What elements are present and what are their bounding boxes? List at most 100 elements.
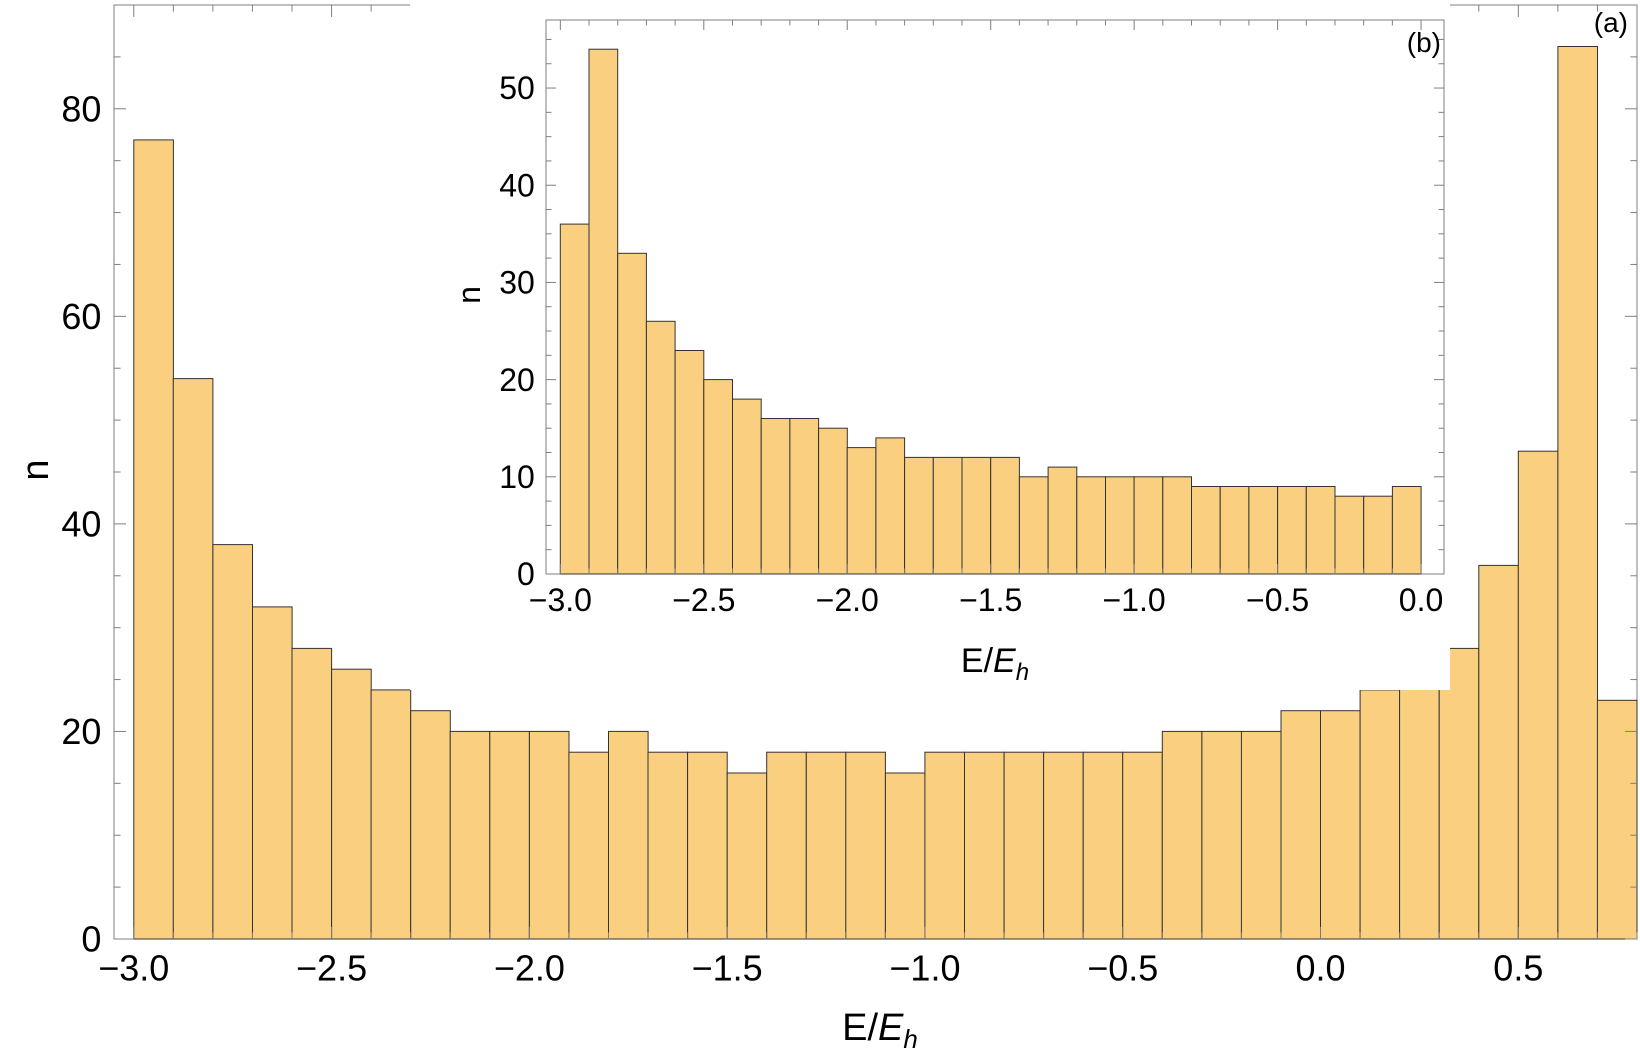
main-bar (489, 730, 530, 940)
inset-x-tick-label: −2.5 (672, 582, 735, 618)
inset-bar (961, 456, 992, 575)
main-bar (133, 139, 174, 940)
inset-bar (1305, 486, 1336, 575)
inset-bar (588, 48, 619, 575)
main-x-tick-label: 0.0 (1296, 947, 1346, 988)
inset-bar (875, 437, 906, 575)
inset-bar (1191, 486, 1221, 575)
main-panel-label: (a) (1594, 7, 1628, 38)
inset-bar (732, 398, 762, 575)
main-bar (1359, 689, 1401, 940)
main-y-tick-label: 40 (61, 503, 101, 544)
main-bar (726, 772, 768, 940)
main-bar (1478, 564, 1519, 940)
main-bar (1122, 751, 1163, 940)
main-bar (845, 751, 886, 940)
main-bar (410, 710, 451, 940)
inset-y-tick-label: 20 (499, 362, 535, 398)
main-bar (687, 751, 728, 940)
main-bar (924, 751, 966, 940)
main-y-axis-label: n (15, 459, 57, 480)
inset-bar (1334, 495, 1365, 575)
inset-bar (818, 427, 848, 575)
inset-x-tick-label: −1.5 (959, 582, 1022, 618)
main-x-axis-label: E/Eh (842, 1007, 918, 1054)
inset-bar (645, 320, 676, 575)
main-histogram-panel: −3.0 −2.5 −2.0 −1.5 −1.0 −0.5 0.0 0.5020406080 … (15, 4, 1638, 1054)
inset-bar (760, 418, 791, 575)
inset-bar (559, 223, 590, 575)
main-bar (449, 730, 491, 940)
inset-y-tick-label: 40 (499, 167, 535, 203)
inset-bar (932, 456, 963, 575)
inset-bar (1133, 476, 1164, 575)
main-bar (568, 751, 610, 940)
inset-x-tick-label: −0.5 (1246, 582, 1309, 618)
main-x-tick-label: −2.5 (296, 947, 367, 988)
main-bar (1240, 730, 1282, 940)
inset-bar (846, 447, 877, 575)
main-bar (1438, 647, 1480, 940)
inset-x-axis-label-italic: E (993, 642, 1016, 680)
main-bar (1201, 730, 1243, 940)
inset-histogram-panel: −3.0 −2.5 −2.0 −1.5 −1.0 −0.5 0.0 0 10 20 30 40 50 (… (410, 0, 1450, 690)
inset-bar (703, 379, 733, 575)
main-bar (1517, 450, 1559, 940)
main-x-tick-label: −3.0 (98, 947, 169, 988)
main-bar (1596, 699, 1638, 940)
main-x-tick-label: −2.0 (494, 947, 565, 988)
inset-axis-ticks: −3.0 −2.5 −2.0 −1.5 −1.0 −0.5 0.0 0 10 20 30 40 50 (499, 20, 1444, 618)
inset-bar (1162, 476, 1193, 575)
inset-bar (1277, 486, 1307, 575)
inset-x-axis-label: E/Eh (961, 642, 1029, 686)
inset-panel-label: (b) (1407, 27, 1441, 58)
main-bar (1320, 710, 1361, 940)
inset-x-tick-label: 0.0 (1399, 582, 1443, 618)
inset-y-tick-label: 10 (499, 459, 535, 495)
main-bar (252, 606, 293, 940)
inset-bar (1391, 486, 1422, 575)
main-x-axis-label-sub: h (903, 1024, 917, 1054)
inset-bars (559, 48, 1422, 575)
main-bar (964, 751, 1005, 940)
inset-bar (789, 418, 820, 575)
main-bar (608, 730, 649, 940)
main-bar (884, 772, 926, 940)
inset-x-tick-label: −3.0 (529, 582, 592, 618)
main-y-tick-label: 20 (61, 711, 101, 752)
inset-x-tick-label: −1.0 (1103, 582, 1166, 618)
main-y-tick-label: 80 (61, 88, 101, 129)
inset-bar (1018, 476, 1049, 575)
main-x-axis-label-italic: E (878, 1007, 904, 1049)
inset-bar (1248, 486, 1279, 575)
main-axis-ticks: −3.0 −2.5 −2.0 −1.5 −1.0 −0.5 0.0 0.5 0 20 40 60 80 (61, 4, 1638, 988)
main-x-tick-label: −1.5 (692, 947, 763, 988)
main-x-tick-label: −0.5 (1087, 947, 1158, 988)
inset-bar (1219, 486, 1250, 575)
main-bar (331, 668, 372, 940)
main-bar (291, 647, 333, 940)
main-bar (1003, 751, 1045, 940)
inset-bar (674, 350, 705, 575)
main-x-axis-label-main: E/ (842, 1007, 878, 1049)
inset-y-tick-label: 0 (517, 556, 535, 592)
main-bar (212, 544, 253, 940)
main-bar (370, 689, 412, 940)
inset-bar (617, 252, 647, 575)
main-bars (133, 46, 1638, 940)
inset-y-tick-label: 50 (499, 70, 535, 106)
main-bar (647, 751, 689, 940)
inset-x-axis-label-sub: h (1016, 659, 1029, 686)
main-bar (1082, 751, 1124, 940)
main-bar (1043, 751, 1084, 940)
main-bar (805, 751, 847, 940)
inset-x-tick-label: −2.0 (816, 582, 879, 618)
inset-bar (904, 456, 934, 575)
main-bar (172, 378, 214, 940)
main-x-tick-label: 0.5 (1493, 947, 1543, 988)
inset-bar (1076, 476, 1107, 575)
main-bar (766, 751, 807, 940)
main-x-tick-label: −1.0 (889, 947, 960, 988)
inset-bar (1363, 495, 1393, 575)
